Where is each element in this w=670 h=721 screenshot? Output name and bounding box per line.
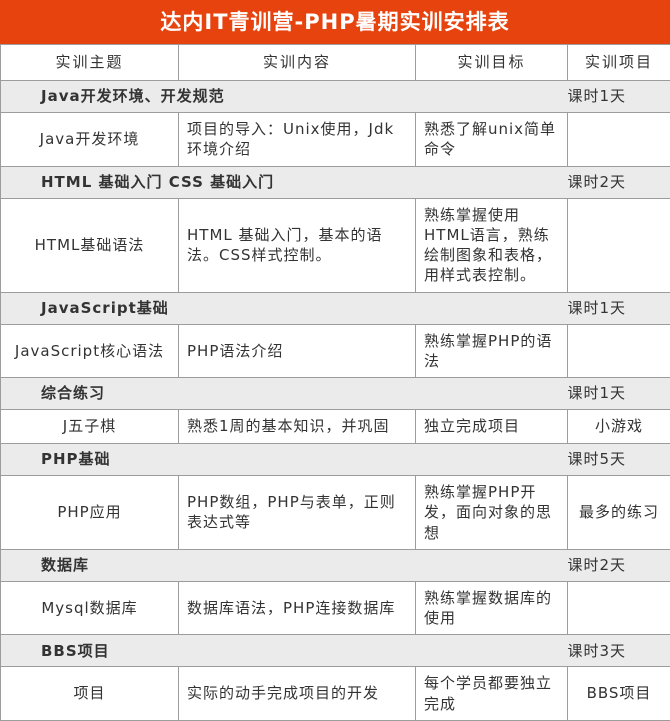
cell-project (568, 581, 670, 635)
cell-goal: 熟练掌握数据库的使用 (416, 581, 568, 635)
table-row: Java开发环境 项目的导入：Unix使用，Jdk环境介绍 熟悉了解unix简单… (1, 113, 670, 167)
table-row: PHP应用 PHP数组，PHP与表单，正则表达式等 熟练掌握PHP开发，面向对象… (1, 476, 670, 550)
cell-content: PHP语法介绍 (179, 324, 416, 378)
cell-project (568, 113, 670, 167)
table-row: JavaScript核心语法 PHP语法介绍 熟练掌握PHP的语法 (1, 324, 670, 378)
cell-project (568, 198, 670, 292)
section-hours-badge: 课时2天 (567, 172, 626, 192)
cell-project: 最多的练习 (568, 476, 670, 550)
section-hours-badge: 课时1天 (567, 86, 626, 106)
cell-project: BBS项目 (568, 667, 670, 721)
column-header-topic: 实训主题 (1, 45, 179, 81)
section-title: 数据库 (41, 555, 89, 575)
table-row: 项目 实际的动手完成项目的开发 每个学员都要独立完成 BBS项目 (1, 667, 670, 721)
section-title: 综合练习 (41, 383, 105, 403)
cell-content: PHP数组，PHP与表单，正则表达式等 (179, 476, 416, 550)
cell-content: 熟悉1周的基本知识，并巩固 (179, 410, 416, 444)
table-row: Mysql数据库 数据库语法，PHP连接数据库 熟练掌握数据库的使用 (1, 581, 670, 635)
cell-topic: PHP应用 (1, 476, 179, 550)
page-title: 达内IT青训营-PHP暑期实训安排表 (0, 0, 670, 44)
section-title: JavaScript基础 (41, 298, 169, 318)
cell-goal: 熟练掌握PHP开发，面向对象的思想 (416, 476, 568, 550)
section-row: PHP基础 课时5天 (1, 444, 670, 476)
column-header-project: 实训项目 (568, 45, 670, 81)
section-row: Java开发环境、开发规范 课时1天 (1, 81, 670, 113)
cell-topic: Mysql数据库 (1, 581, 179, 635)
cell-topic: JavaScript核心语法 (1, 324, 179, 378)
cell-content: 项目的导入：Unix使用，Jdk环境介绍 (179, 113, 416, 167)
section-row: HTML 基础入门 CSS 基础入门 课时2天 (1, 166, 670, 198)
cell-content: 数据库语法，PHP连接数据库 (179, 581, 416, 635)
section-hours-badge: 课时5天 (567, 449, 626, 469)
section-hours-badge: 课时3天 (567, 641, 626, 661)
cell-goal: 熟悉了解unix简单命令 (416, 113, 568, 167)
table-row: HTML基础语法 HTML 基础入门，基本的语法。CSS样式控制。 熟练掌握使用… (1, 198, 670, 292)
cell-content: HTML 基础入门，基本的语法。CSS样式控制。 (179, 198, 416, 292)
cell-topic: J五子棋 (1, 410, 179, 444)
column-header-content: 实训内容 (179, 45, 416, 81)
section-title: Java开发环境、开发规范 (41, 86, 225, 106)
column-header-goal: 实训目标 (416, 45, 568, 81)
cell-topic: HTML基础语法 (1, 198, 179, 292)
section-hours-badge: 课时2天 (567, 555, 626, 575)
section-row: BBS项目 课时3天 (1, 635, 670, 667)
cell-project: 小游戏 (568, 410, 670, 444)
cell-goal: 熟练掌握PHP的语法 (416, 324, 568, 378)
table-row: J五子棋 熟悉1周的基本知识，并巩固 独立完成项目 小游戏 (1, 410, 670, 444)
section-title: BBS项目 (41, 641, 110, 661)
cell-project (568, 324, 670, 378)
section-title: HTML 基础入门 CSS 基础入门 (41, 172, 274, 192)
section-row: 综合练习 课时1天 (1, 378, 670, 410)
cell-goal: 每个学员都要独立完成 (416, 667, 568, 721)
page-title-text: 达内IT青训营-PHP暑期实训安排表 (160, 10, 509, 34)
cell-topic: 项目 (1, 667, 179, 721)
section-row: 数据库 课时2天 (1, 549, 670, 581)
cell-topic: Java开发环境 (1, 113, 179, 167)
training-schedule-table: 实训主题 实训内容 实训目标 实训项目 Java开发环境、开发规范 课时1天 J… (0, 44, 670, 721)
section-hours-badge: 课时1天 (567, 383, 626, 403)
section-row: JavaScript基础 课时1天 (1, 292, 670, 324)
column-header-row: 实训主题 实训内容 实训目标 实训项目 (1, 45, 670, 81)
cell-content: 实际的动手完成项目的开发 (179, 667, 416, 721)
cell-goal: 独立完成项目 (416, 410, 568, 444)
section-hours-badge: 课时1天 (567, 298, 626, 318)
cell-goal: 熟练掌握使用HTML语言，熟练绘制图象和表格，用样式表控制。 (416, 198, 568, 292)
section-title: PHP基础 (41, 449, 111, 469)
